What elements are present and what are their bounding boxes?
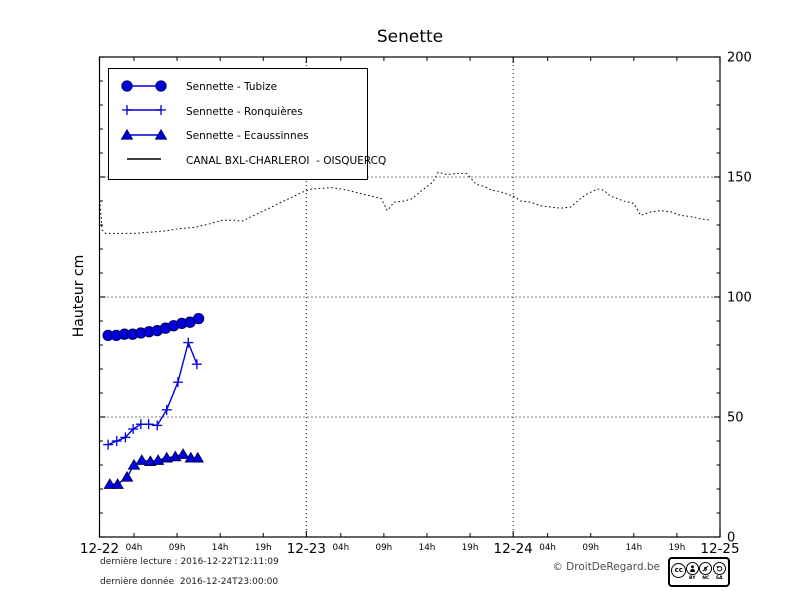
svg-text:19h: 19h <box>462 543 479 553</box>
last-reading-line: dernière lecture : 2016-12-22T12:11:09 <box>100 557 279 567</box>
svg-text:19h: 19h <box>669 543 686 553</box>
legend-label: Sennette - Ronquières <box>186 105 303 118</box>
legend: Sennette - Tubize Sennette - Ronquières … <box>108 68 386 180</box>
legend-label: CANAL BXL-CHARLEROI - OISQUERCQ <box>186 154 387 167</box>
legend-label: Sennette - Ecaussinnes <box>186 130 309 143</box>
svg-text:$: $ <box>704 567 708 572</box>
circle-marker-icon <box>120 78 168 97</box>
svg-text:19h: 19h <box>255 543 272 553</box>
svg-text:04h: 04h <box>332 543 349 553</box>
last-reading-note: dernière lecture : 2016-12-22T12:11:09 d… <box>100 557 279 587</box>
legend-item-canal: CANAL BXL-CHARLEROI - OISQUERCQ <box>109 149 386 173</box>
svg-text:14h: 14h <box>625 543 642 553</box>
cc-nc-item: $ NC <box>699 560 713 581</box>
share-alike-icon <box>712 562 726 575</box>
cc-icon: cc <box>671 560 687 578</box>
svg-text:12-22: 12-22 <box>80 541 119 557</box>
series-sennette-ronqui-res <box>103 337 202 450</box>
svg-text:04h: 04h <box>126 543 143 553</box>
svg-text:09h: 09h <box>582 543 599 553</box>
legend-item-tubize: Sennette - Tubize <box>109 75 367 99</box>
svg-text:14h: 14h <box>419 543 436 553</box>
triangle-marker-icon <box>120 127 168 146</box>
svg-text:04h: 04h <box>539 543 556 553</box>
series-sennette-ecaussinnes <box>103 448 205 489</box>
no-dollar-icon: $ <box>699 562 713 575</box>
cc-license-badge: cc BY $ NC SA <box>668 557 730 587</box>
svg-text:150: 150 <box>727 171 752 186</box>
cc-by-label: BY <box>689 576 696 581</box>
cc-logo-icon: cc <box>671 563 687 578</box>
svg-text:50: 50 <box>727 411 744 426</box>
copyright-text: © DroitDeRegard.be <box>552 561 660 573</box>
plus-marker-icon <box>120 102 168 121</box>
legend-label: Sennette - Tubize <box>186 81 278 94</box>
svg-text:200: 200 <box>727 51 752 66</box>
svg-text:09h: 09h <box>376 543 393 553</box>
svg-text:14h: 14h <box>212 543 229 553</box>
series-canal-bxl-charleroi-oisquercq <box>99 171 712 234</box>
svg-text:12-23: 12-23 <box>287 541 326 557</box>
svg-text:100: 100 <box>727 291 752 306</box>
cc-nc-label: NC <box>702 576 710 581</box>
cc-by-item: BY <box>685 560 699 581</box>
series-sennette-tubize <box>102 312 205 342</box>
cc-sa-label: SA <box>715 576 723 581</box>
legend-item-ecaussinnes: Sennette - Ecaussinnes <box>109 124 367 148</box>
legend-item-ronquieres: Sennette - Ronquières <box>109 100 367 124</box>
svg-text:12-25: 12-25 <box>700 541 739 557</box>
svg-text:12-24: 12-24 <box>494 541 533 557</box>
last-data-line: dernière donnée 2016-12-24T23:00:00 <box>100 577 279 587</box>
chart-title: Senette <box>376 27 444 47</box>
cc-sa-item: SA <box>712 560 726 581</box>
line-marker-icon <box>120 151 168 170</box>
y-axis-label: Hauteur cm <box>71 254 87 338</box>
svg-text:09h: 09h <box>169 543 186 553</box>
person-icon <box>685 562 699 575</box>
svg-text:0: 0 <box>727 531 735 546</box>
